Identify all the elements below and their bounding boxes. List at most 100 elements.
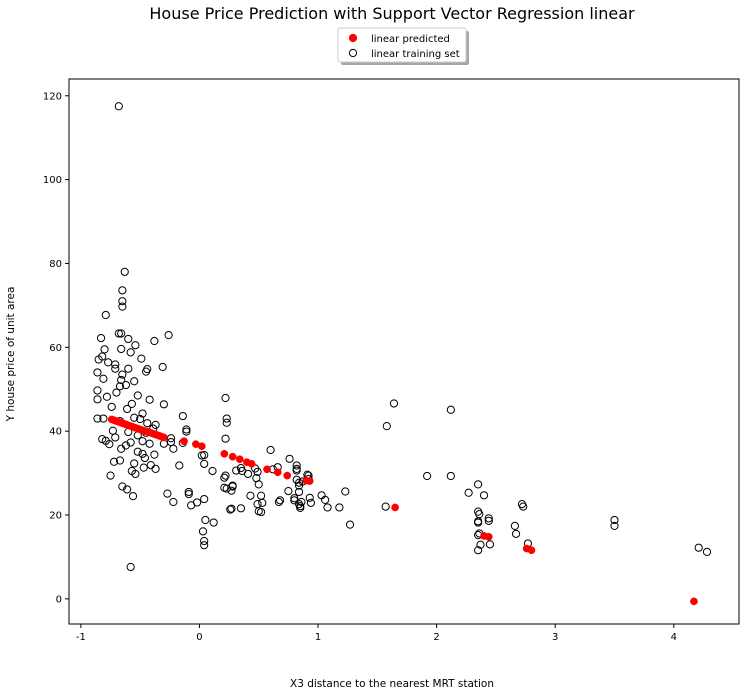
training-point — [258, 498, 267, 507]
x-tick-label: -1 — [76, 632, 86, 643]
predicted-point — [391, 503, 399, 512]
training-point — [222, 418, 231, 427]
training-point — [227, 486, 236, 495]
training-point — [610, 515, 619, 525]
training-point — [105, 440, 114, 449]
training-point — [127, 399, 136, 409]
training-point — [118, 297, 127, 306]
training-point — [226, 505, 235, 514]
training-point — [111, 364, 120, 373]
training-point — [200, 536, 209, 546]
training-point — [163, 489, 172, 498]
training-point — [209, 518, 218, 527]
training-point — [109, 457, 119, 466]
training-point — [305, 493, 314, 502]
y-axis-label: Y house price of unit area — [5, 287, 17, 423]
training-point — [117, 444, 126, 453]
training-point — [184, 487, 193, 497]
training-point — [227, 504, 236, 513]
training-point — [118, 482, 127, 491]
training-point — [112, 388, 121, 397]
training-point — [151, 464, 160, 473]
y-tick-label: 20 — [49, 511, 62, 522]
predicted-series — [107, 415, 698, 606]
training-point — [694, 543, 703, 552]
training-point — [178, 411, 187, 421]
predicted-point — [220, 449, 229, 458]
predicted-point — [235, 455, 244, 464]
training-point — [93, 368, 102, 377]
training-point — [123, 485, 132, 494]
training-point — [111, 433, 120, 442]
training-point — [150, 450, 159, 459]
training-point — [107, 402, 116, 411]
training-point — [114, 329, 123, 338]
training-point — [345, 520, 355, 529]
training-point — [335, 503, 344, 512]
training-point — [284, 487, 293, 496]
training-point — [208, 466, 217, 476]
predicted-point — [527, 546, 536, 555]
predicted-point — [197, 442, 206, 451]
training-point — [139, 463, 148, 472]
training-point — [124, 364, 133, 373]
training-point — [446, 471, 455, 481]
training-point — [115, 456, 125, 465]
y-tick-label: 0 — [56, 594, 62, 605]
training-point — [115, 382, 125, 391]
training-point — [246, 491, 255, 500]
training-point — [200, 450, 209, 460]
training-point — [130, 459, 139, 468]
training-point — [169, 444, 178, 453]
training-point — [100, 345, 109, 354]
legend: linear predicted linear training set — [337, 27, 469, 65]
training-point — [423, 471, 432, 481]
predicted-point — [180, 437, 188, 446]
legend-label-training: linear training set — [371, 49, 460, 60]
training-point — [446, 405, 455, 414]
training-point — [120, 267, 129, 276]
predicted-point — [228, 452, 237, 461]
predicted-point — [273, 468, 282, 477]
training-point — [476, 540, 485, 549]
training-point — [93, 395, 102, 404]
training-point — [192, 498, 202, 507]
y-tick-label: 100 — [43, 175, 62, 186]
training-point — [184, 489, 193, 499]
training-point — [175, 461, 184, 470]
training-point — [232, 466, 241, 475]
training-point — [137, 354, 146, 363]
training-point — [94, 355, 103, 364]
training-point — [145, 439, 154, 448]
training-point — [266, 445, 275, 455]
y-tick-label: 40 — [49, 427, 62, 438]
training-point — [484, 514, 493, 523]
predicted-point — [263, 465, 271, 474]
training-point — [198, 527, 208, 536]
predicted-point — [484, 532, 493, 541]
predicted-point — [283, 471, 292, 480]
training-point — [222, 414, 231, 423]
training-point — [221, 393, 230, 403]
training-point — [99, 414, 108, 423]
training-point — [474, 518, 483, 527]
training-point — [221, 471, 230, 480]
training-point — [111, 360, 120, 369]
training-point — [485, 540, 495, 549]
x-tick-label: 3 — [552, 632, 558, 643]
training-point — [126, 348, 135, 357]
x-tick-label: 1 — [315, 632, 321, 643]
plot-area-frame — [68, 78, 740, 625]
training-point — [128, 492, 138, 501]
legend-marker-predicted — [348, 33, 358, 43]
training-point — [474, 546, 483, 555]
training-point — [96, 333, 106, 343]
training-point — [118, 302, 127, 311]
training-point — [138, 449, 147, 458]
training-point — [243, 469, 253, 479]
training-point — [93, 414, 102, 423]
y-axis-ticks: 0 20 40 60 80 100 120 — [43, 91, 69, 605]
training-point — [114, 102, 123, 111]
training-point — [389, 399, 399, 408]
